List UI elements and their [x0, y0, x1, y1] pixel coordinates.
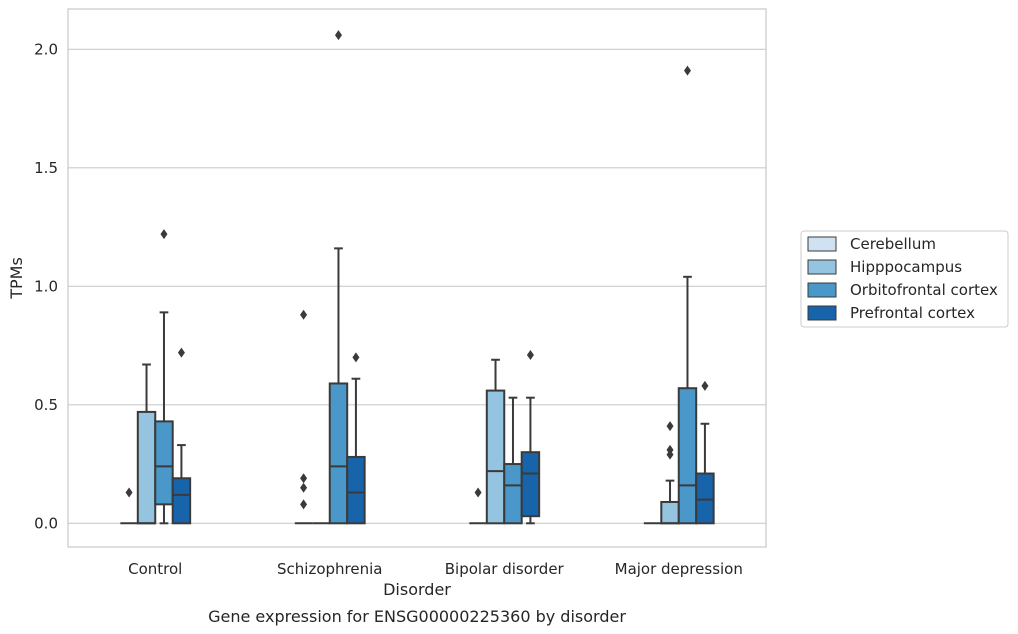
x-tick-label: Bipolar disorder — [445, 560, 565, 578]
legend-swatch — [807, 236, 837, 252]
box-outlier-point — [300, 499, 308, 510]
chart-caption: Gene expression for ENSG00000225360 by d… — [208, 607, 626, 626]
box-body — [677, 387, 698, 525]
box-body — [136, 410, 157, 525]
box-body — [485, 389, 506, 525]
box-outlier-point — [300, 309, 308, 320]
y-tick-label: 1.0 — [34, 277, 58, 295]
y-tick-label: 2.0 — [34, 40, 58, 58]
box-outlier-point — [160, 229, 168, 240]
box-outlier-point — [352, 352, 360, 363]
legend-swatch — [807, 282, 837, 298]
box-outlier-point — [300, 473, 308, 484]
legend-swatch — [807, 259, 837, 275]
x-tick-label: Control — [128, 560, 182, 578]
legend-label: Hipppocampus — [850, 258, 962, 276]
box-outlier-point — [334, 30, 342, 41]
box-outlier-point — [683, 65, 691, 76]
box-body — [520, 451, 541, 518]
legend-label: Prefrontal cortex — [850, 304, 975, 322]
box-body — [328, 382, 349, 525]
box-outlier-point — [474, 487, 482, 498]
box-body — [660, 500, 680, 525]
x-tick-label: Major depression — [615, 560, 743, 578]
x-tick-label: Schizophrenia — [277, 560, 382, 578]
legend-label: Orbitofrontal cortex — [850, 281, 998, 299]
y-tick-label: 0.0 — [34, 514, 58, 532]
x-axis-label: Disorder — [383, 580, 451, 599]
plot-marks — [120, 30, 715, 525]
legend-frame — [800, 230, 1009, 328]
box-outlier-point — [666, 444, 674, 455]
y-tick-label: 0.5 — [34, 396, 58, 414]
y-axis-ticks: 0.0 0.5 1.0 1.5 2.0 — [34, 40, 58, 532]
y-tick-label: 1.5 — [34, 159, 58, 177]
y-axis-label: TPMs — [7, 257, 26, 300]
box-body — [503, 463, 523, 525]
legend: Cerebellum Hipppocampus Orbitofrontal cort… — [800, 230, 1009, 328]
box-outlier-point — [300, 482, 308, 493]
x-axis-ticks: Control Schizophrenia Bipolar disorder Majo… — [128, 560, 743, 578]
box-outlier-point — [666, 421, 674, 432]
box-body — [154, 420, 174, 506]
legend-swatch — [807, 305, 837, 321]
legend-label: Cerebellum — [850, 235, 936, 253]
box-body — [695, 472, 715, 525]
box-outlier-point — [701, 380, 709, 391]
box-outlier-point — [125, 487, 133, 498]
plot-area-frame — [67, 8, 767, 548]
box-body — [346, 455, 366, 525]
box-outlier-point — [526, 350, 534, 361]
box-body — [171, 477, 192, 525]
box-outlier-point — [177, 347, 185, 358]
